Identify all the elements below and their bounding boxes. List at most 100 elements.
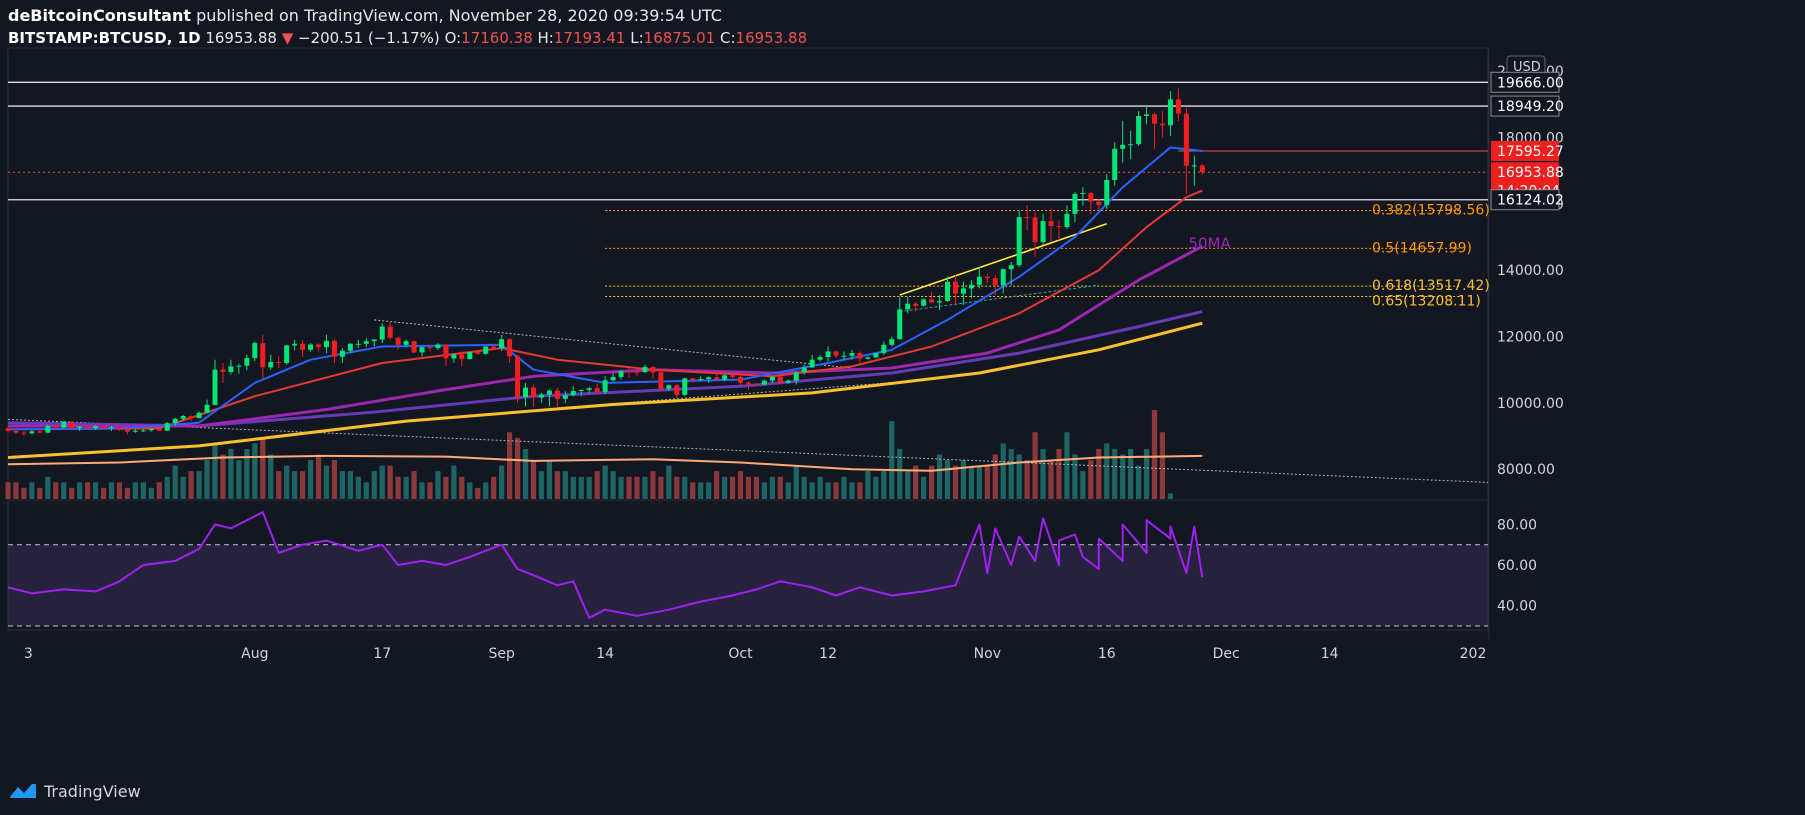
volume-bar <box>706 482 712 499</box>
candle-body <box>156 429 162 431</box>
close-value: 16953.88 <box>735 29 808 47</box>
volume-bar <box>1128 448 1134 499</box>
volume-bar <box>451 465 457 499</box>
volume-bar <box>538 471 545 499</box>
symbol-label: BITSTAMP:BTCUSD, 1D <box>8 29 201 47</box>
volume-bar <box>244 448 250 499</box>
candle-body <box>140 430 146 432</box>
candle-body <box>220 369 226 372</box>
candle-body <box>618 371 624 377</box>
candle-body <box>339 350 345 357</box>
candle-body <box>1040 221 1046 242</box>
candle-body <box>1024 217 1030 219</box>
volume-bar <box>1072 454 1078 499</box>
time-axis-tick: Oct <box>728 646 753 662</box>
volume-bar <box>761 482 767 499</box>
candle-body <box>1152 114 1158 124</box>
volume-bar <box>578 476 584 499</box>
volume-bar <box>1088 460 1094 499</box>
price-change: −200.51 (−1.17%) <box>298 29 440 47</box>
volume-bar <box>514 437 521 499</box>
candle-body <box>1104 179 1110 206</box>
candle-body <box>530 387 536 398</box>
volume-bar <box>825 482 831 499</box>
candle-body <box>722 375 728 380</box>
tradingview-brand[interactable]: TradingView <box>44 781 141 801</box>
volume-bar <box>745 476 752 499</box>
fib-level-label: 0.65(13208.11) <box>1372 293 1481 309</box>
volume-bar <box>108 482 115 499</box>
candle-body <box>1016 217 1022 266</box>
volume-bar <box>881 471 887 499</box>
candle-body <box>347 343 353 351</box>
volume-bar <box>363 482 369 499</box>
candle-body <box>419 347 425 353</box>
candle-body <box>132 430 138 432</box>
volume-bar <box>610 471 616 499</box>
volume-bar <box>347 471 353 499</box>
time-axis-tick: 202 <box>1460 646 1487 662</box>
candle-body <box>427 347 433 349</box>
volume-bar <box>85 482 91 499</box>
volume-bar <box>658 476 664 499</box>
volume-bar <box>698 482 704 499</box>
candle-body <box>61 421 67 428</box>
volume-bar <box>13 482 19 499</box>
tradingview-logo-icon[interactable] <box>8 781 38 801</box>
volume-bar <box>69 487 75 499</box>
time-axis-tick: 14 <box>1321 646 1339 662</box>
time-axis-tick: Sep <box>488 646 515 662</box>
price-label-text: 16124.02 <box>1497 193 1564 209</box>
volume-bar <box>323 465 330 499</box>
volume-bar <box>976 465 982 499</box>
candle-body <box>292 343 298 346</box>
author-name[interactable]: deBitcoinConsultant <box>8 6 191 25</box>
long-trend-line <box>7 418 1489 483</box>
volume-bar <box>968 465 974 499</box>
volume-bar <box>435 471 441 499</box>
volume-bar <box>522 448 529 499</box>
volume-bar <box>1040 448 1046 499</box>
rsi-axis-tick: 60.00 <box>1497 558 1537 574</box>
volume-bar <box>1112 448 1118 499</box>
candle-body <box>1120 144 1126 149</box>
volume-bar <box>857 482 863 499</box>
candle-body <box>793 372 799 381</box>
volume-bar <box>921 476 927 499</box>
price-label-badge <box>1490 189 1560 211</box>
volume-bar <box>666 465 672 499</box>
candle-body <box>761 380 767 385</box>
volume-bar <box>1000 443 1006 499</box>
volume-bar <box>284 465 290 499</box>
volume-bar <box>459 476 465 499</box>
candle-body <box>913 303 919 306</box>
rsi-axis-tick: 80.00 <box>1497 517 1537 533</box>
candle-body <box>538 394 544 398</box>
candle-body <box>1136 115 1142 145</box>
ma50-annotation: 50MA <box>1188 234 1231 252</box>
candle-body <box>172 418 178 424</box>
volume-bar <box>1159 432 1166 499</box>
candle-body <box>499 339 505 349</box>
volume-bar <box>562 471 568 499</box>
volume-bar <box>1056 448 1062 499</box>
rsi-line <box>7 511 1204 619</box>
candle-body <box>387 326 393 338</box>
candle-body <box>29 431 35 434</box>
volume-bar <box>944 460 951 499</box>
candle-body <box>1072 193 1078 214</box>
volume-bar <box>729 476 736 499</box>
candle-body <box>371 339 377 342</box>
volume-bar <box>419 482 425 499</box>
volume-bar <box>379 465 385 499</box>
fib-level-label: 0.382(15798.56) <box>1372 203 1490 219</box>
price-axis-tick: 14000.00 <box>1497 263 1564 279</box>
candle-body <box>403 341 409 345</box>
candle-body <box>284 345 290 364</box>
volume-bar <box>188 471 194 499</box>
candle-body <box>228 366 234 372</box>
volume-bar <box>1120 454 1126 499</box>
volume-bar <box>268 454 274 499</box>
candle-body <box>124 429 130 432</box>
